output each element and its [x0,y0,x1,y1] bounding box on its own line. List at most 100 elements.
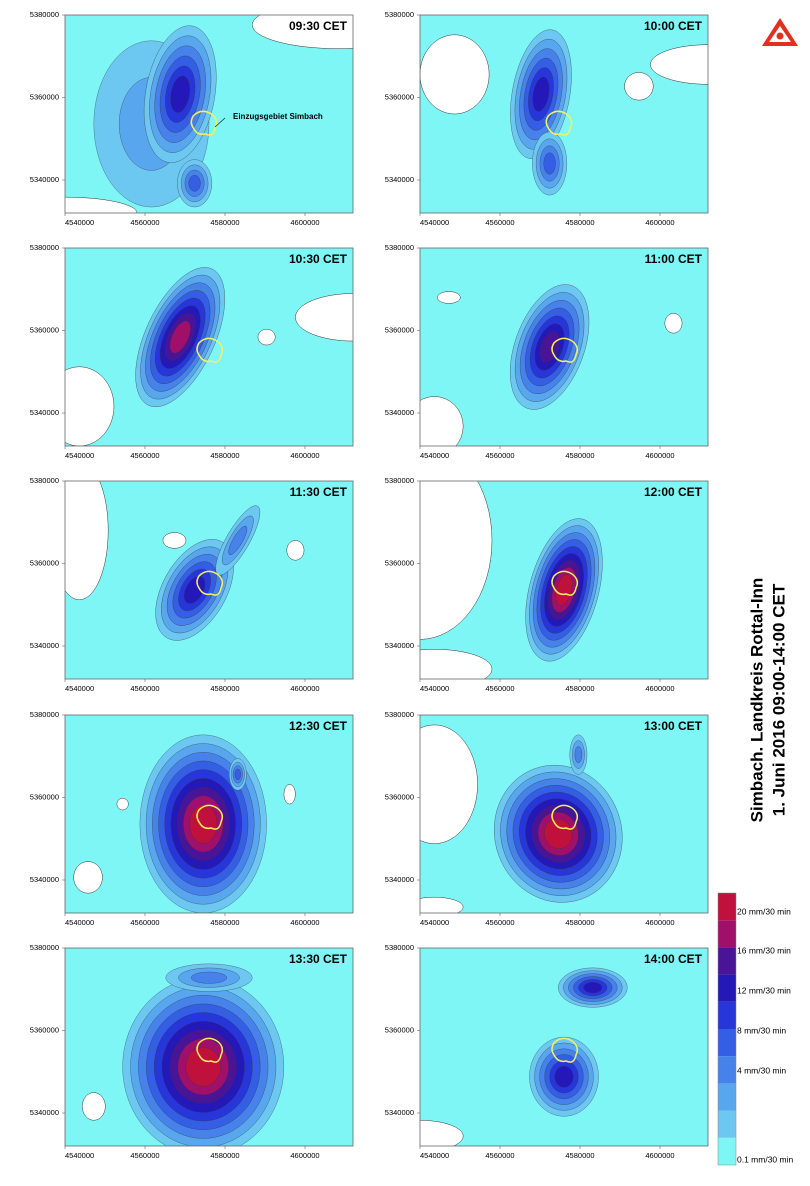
map-area [65,248,353,446]
panel-frame [64,14,354,214]
legend-label: 16 mm/30 min [737,945,791,955]
x-tick-label: 4560000 [130,684,159,693]
y-tick-label: 5340000 [30,875,59,884]
catchment-outline [196,1037,224,1063]
x-tick-label: 4600000 [645,684,674,693]
y-tick-label: 5380000 [30,710,59,719]
y-tick-label: 5340000 [385,875,414,884]
no-data-area [420,1120,464,1146]
panel-frame [419,480,709,680]
x-tick-label: 4580000 [565,1151,594,1160]
y-tick-label: 5380000 [385,710,414,719]
catchment-outline [545,110,573,136]
panel-frame [64,714,354,914]
y-tick-label: 5380000 [30,943,59,952]
legend-swatch [718,1056,736,1084]
map-area [65,15,353,213]
rain-contour [543,152,556,175]
rain-contour [189,804,218,844]
map-panel: 10:00 CET 5340000 5360000 5380000 4540000 456… [385,10,709,227]
x-tick-label: 4540000 [65,451,94,460]
no-data-area [116,797,129,811]
y-tick-label: 5360000 [30,325,59,334]
x-tick-label: 4580000 [210,451,239,460]
legend-swatch [718,974,736,1002]
no-data-area [257,328,276,346]
x-tick-label: 4540000 [420,918,449,927]
map-area [420,948,708,1146]
panel-time: 12:00 CET [644,485,703,499]
x-tick-label: 4600000 [645,918,674,927]
map-panel: 14:00 CET 5340000 5360000 5380000 4540000 456… [385,943,709,1160]
map-area [65,948,353,1146]
y-tick-label: 5340000 [30,175,59,184]
annotation: Einzugsgebiet Simbach [233,112,323,121]
map-panel: 09:30 CET 5340000 5360000 5380000 4540000 456… [30,10,354,227]
map-area [65,481,353,679]
y-tick-label: 5340000 [385,1108,414,1117]
y-tick-label: 5360000 [30,1025,59,1034]
x-tick-label: 4560000 [485,451,514,460]
rain-contour [170,75,190,113]
y-tick-label: 5360000 [385,792,414,801]
catchment-outline [551,337,579,363]
panel-time: 14:00 CET [644,952,703,966]
x-tick-label: 4540000 [420,1151,449,1160]
map-area [65,715,353,913]
panel-frame [419,14,709,214]
y-tick-label: 5360000 [385,558,414,567]
no-data-area [286,540,305,561]
no-data-area [73,861,103,894]
legend: 20 mm/30 min 16 mm/30 min 12 mm/30 min 8 mm… [717,892,793,1166]
map-area [420,481,708,679]
rain-contour [532,76,550,112]
no-data-area [420,34,490,115]
y-tick-label: 5380000 [30,10,59,19]
panel-time: 11:30 CET [290,485,348,499]
x-tick-label: 4560000 [130,1151,159,1160]
y-tick-label: 5380000 [385,476,414,485]
catchment-outline [196,804,224,830]
x-tick-label: 4560000 [485,918,514,927]
legend-swatch [718,1083,736,1111]
panel-time: 09:30 CET [289,19,348,33]
x-tick-label: 4600000 [645,218,674,227]
rain-contour [184,576,206,604]
no-data-area [664,313,683,334]
panel-time: 12:30 CET [289,719,348,733]
y-tick-label: 5360000 [385,325,414,334]
rain-contour [185,1047,221,1087]
y-tick-label: 5360000 [30,792,59,801]
x-tick-label: 4600000 [290,1151,319,1160]
title-line: Simbach. Landkreis Rottal-Inn [747,578,766,823]
legend-frame [717,892,737,1166]
y-tick-label: 5340000 [30,408,59,417]
legend-swatch [718,1110,736,1138]
x-tick-label: 4600000 [645,1151,674,1160]
no-data-area [420,649,493,679]
panel-time: 13:00 CET [644,719,703,733]
rain-contour [574,746,583,763]
map-panel: 13:00 CET 5340000 5360000 5380000 4540000 456… [385,710,709,927]
x-tick-label: 4540000 [420,218,449,227]
no-data-area [283,784,296,805]
no-data-area [420,724,478,844]
y-tick-label: 5360000 [30,558,59,567]
y-tick-label: 5340000 [385,641,414,650]
rain-contour [169,320,191,354]
rain-contour [234,768,241,780]
panel-frame [64,480,354,680]
y-tick-label: 5340000 [30,1108,59,1117]
x-tick-label: 4580000 [565,218,594,227]
x-tick-label: 4600000 [645,451,674,460]
x-tick-label: 4600000 [290,918,319,927]
rain-contour [583,982,603,994]
x-tick-label: 4540000 [65,1151,94,1160]
no-data-area [420,396,464,446]
map-panel: 11:30 CET 5340000 5360000 5380000 4540000 456… [30,476,354,693]
y-tick-label: 5380000 [385,943,414,952]
logo [762,18,798,46]
y-tick-label: 5340000 [385,408,414,417]
panel-frame [419,947,709,1147]
